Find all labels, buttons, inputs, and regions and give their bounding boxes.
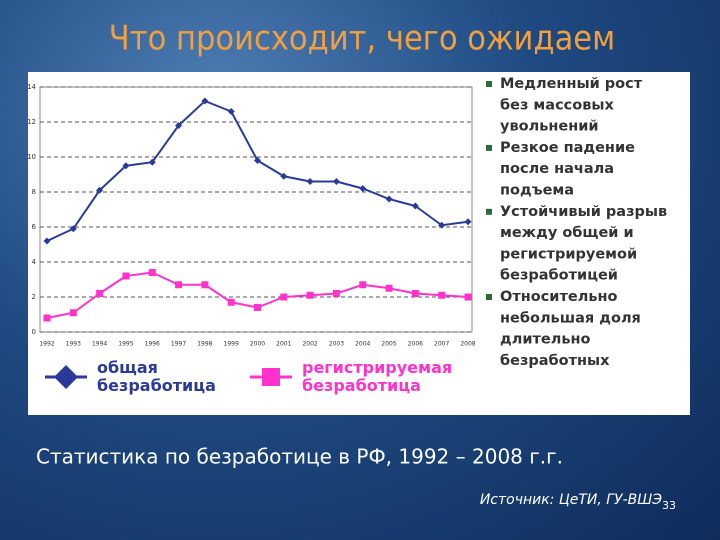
point xyxy=(280,172,288,180)
y-tick-label: 6 xyxy=(32,223,37,231)
point xyxy=(96,290,104,297)
y-tick-label: 14 xyxy=(27,83,36,91)
point xyxy=(438,291,446,299)
point xyxy=(175,281,183,289)
point xyxy=(464,293,472,301)
point xyxy=(148,158,156,166)
y-tick-label: 12 xyxy=(27,118,36,126)
chart-panel xyxy=(28,72,690,415)
y-tick-label: 8 xyxy=(32,188,36,196)
x-tick-label: 1999 xyxy=(224,341,239,348)
y-tick-label: 0 xyxy=(32,328,36,336)
x-tick-label: 1998 xyxy=(197,341,212,348)
bullet-text: небольшая доля xyxy=(500,310,641,326)
x-tick-label: 1993 xyxy=(66,341,81,348)
bullet-text: после начала xyxy=(500,161,614,177)
bullet-text: длительно xyxy=(500,332,591,348)
point xyxy=(385,195,393,203)
x-tick-label: 1997 xyxy=(171,341,186,348)
legend-label: регистрируемая безработица xyxy=(302,358,452,395)
point xyxy=(464,218,472,226)
point xyxy=(306,291,314,299)
point xyxy=(201,97,209,105)
point xyxy=(411,290,419,297)
bullet-mark xyxy=(486,81,492,87)
x-tick-label: 2001 xyxy=(276,341,291,348)
bullet-text: регистрируемой xyxy=(500,246,637,262)
point xyxy=(43,237,51,245)
bullet-mark xyxy=(486,208,492,215)
point xyxy=(43,314,51,322)
bullet-text: Устойчивый разрыв xyxy=(500,204,667,220)
point xyxy=(227,298,235,306)
bullet-text: Медленный рост xyxy=(500,76,643,92)
legend-label-line: безработица xyxy=(302,376,421,395)
legend-label-line: общая xyxy=(97,358,158,377)
bullet-mark xyxy=(486,294,492,300)
point xyxy=(96,186,104,194)
x-tick-label: 1995 xyxy=(118,341,133,348)
point xyxy=(306,178,314,185)
point xyxy=(385,284,393,292)
legend-label-line: безработица xyxy=(97,376,216,395)
x-tick-label: 2005 xyxy=(381,341,396,348)
point xyxy=(280,293,288,301)
x-tick-label: 2002 xyxy=(302,341,317,348)
point xyxy=(148,269,156,276)
point xyxy=(122,162,130,170)
point xyxy=(254,304,261,311)
bullet-text: Резкое падение xyxy=(500,140,635,156)
point xyxy=(254,157,261,164)
y-tick-label: 4 xyxy=(32,258,37,266)
bullet-text: безработных xyxy=(500,353,610,369)
point xyxy=(332,178,340,185)
point xyxy=(411,202,419,210)
slide-title: Что происходит, чего ожидаем xyxy=(109,19,615,59)
x-tick-label: 1992 xyxy=(39,341,54,348)
point xyxy=(69,309,77,317)
point xyxy=(54,365,78,389)
bullet-text: безработицей xyxy=(500,268,618,284)
x-tick-label: 2007 xyxy=(434,341,449,348)
bullet-text: между общей и xyxy=(500,225,634,241)
point xyxy=(262,368,280,386)
bullet-mark xyxy=(486,144,492,151)
point xyxy=(175,122,183,129)
bullet-text: подъема xyxy=(500,183,574,199)
point xyxy=(69,225,77,233)
x-tick-label: 2003 xyxy=(329,341,344,348)
point xyxy=(201,281,209,289)
y-tick-label: 2 xyxy=(32,293,36,301)
x-tick-label: 1994 xyxy=(92,341,107,348)
bullet-text: увольнений xyxy=(500,119,599,135)
bullet-text: без массовых xyxy=(500,97,615,113)
x-tick-label: 1996 xyxy=(145,341,160,348)
y-tick-label: 10 xyxy=(27,153,36,161)
x-tick-label: 2006 xyxy=(408,341,423,348)
point xyxy=(438,221,446,229)
x-tick-label: 2000 xyxy=(250,341,265,348)
caption: Статистика по безработице в РФ, 1992 – 2… xyxy=(36,445,563,469)
point xyxy=(359,281,367,289)
point xyxy=(122,272,130,280)
bullet-text: Относительно xyxy=(500,289,618,305)
plot-frame xyxy=(39,86,473,333)
point xyxy=(227,108,235,115)
point xyxy=(332,290,340,297)
point xyxy=(359,185,367,192)
page-number: 33 xyxy=(662,499,676,512)
x-tick-label: 2004 xyxy=(355,341,370,348)
legend-label-line: регистрируемая xyxy=(302,358,452,377)
x-tick-label: 2008 xyxy=(460,341,475,348)
legend-label: общая безработица xyxy=(97,358,216,395)
source: Источник: ЦеТИ, ГУ-ВШЭ xyxy=(480,492,662,508)
